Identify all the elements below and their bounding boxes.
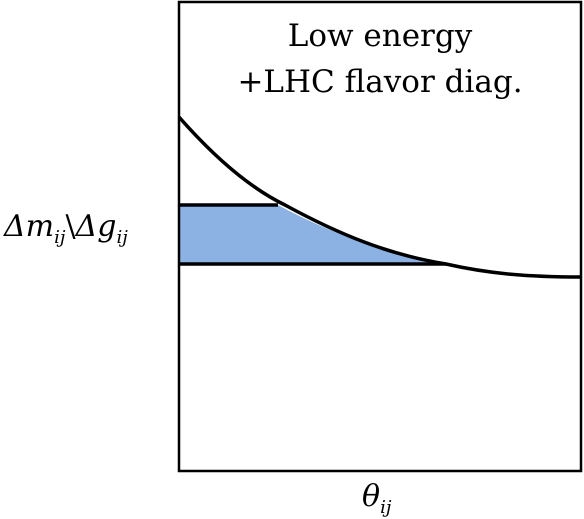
- y-label-main-b: Δg: [75, 209, 117, 244]
- x-label-sub: ij: [380, 497, 392, 518]
- bound-curve: [177, 115, 582, 279]
- y-label-sub-b: ij: [116, 227, 128, 248]
- y-label-separator: \: [65, 209, 76, 244]
- y-label-sub-a: ij: [54, 227, 66, 248]
- allowed-band-region: [179, 205, 444, 264]
- x-label-main: θ: [362, 479, 380, 514]
- y-axis-label: Δmij\Δgij: [3, 209, 128, 248]
- annotation-line-2: +LHC flavor diag.: [237, 64, 522, 100]
- annotation-line-1: Low energy: [288, 18, 473, 54]
- y-label-main-a: Δm: [3, 209, 54, 244]
- x-axis-label: θij: [362, 479, 392, 518]
- plot-frame: [177, 0, 583, 473]
